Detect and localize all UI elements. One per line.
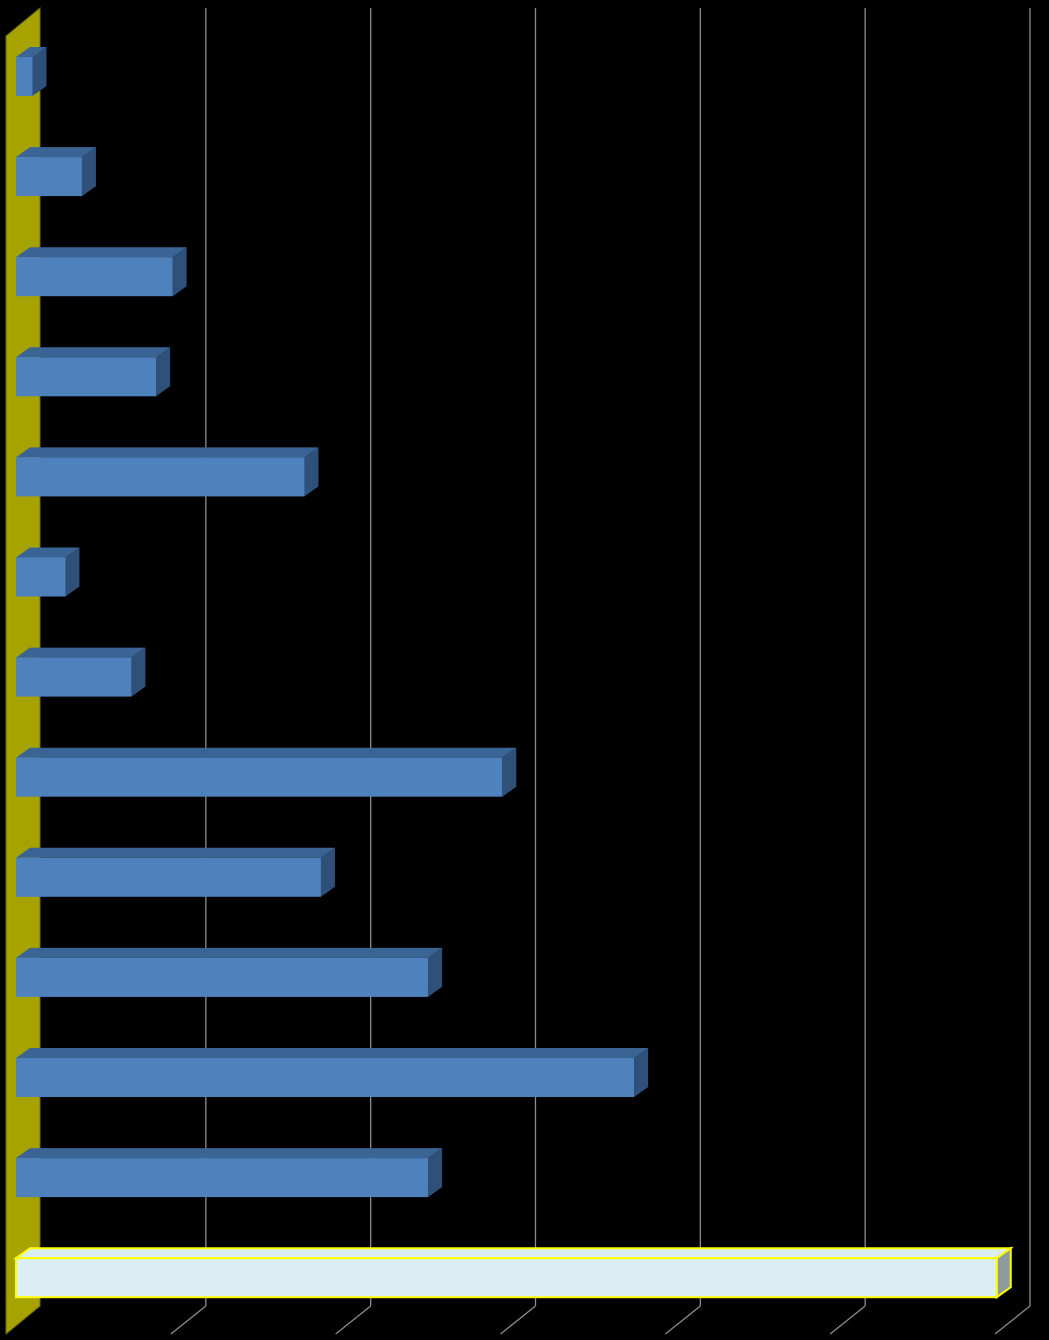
bar-side-face bbox=[995, 1246, 1012, 1300]
bar-top-face bbox=[16, 647, 146, 658]
bar-side-face bbox=[81, 147, 96, 197]
bar-front-face bbox=[16, 1158, 429, 1198]
bar bbox=[16, 447, 319, 497]
bar-side-face bbox=[172, 247, 187, 297]
bar-front-face bbox=[16, 657, 132, 697]
bar-top-face bbox=[16, 147, 96, 158]
bar-top-face bbox=[16, 47, 47, 57]
bar-side-face bbox=[304, 447, 319, 497]
bar-front-face bbox=[16, 157, 82, 197]
bar-front-face bbox=[16, 57, 33, 96]
gridline-floor bbox=[335, 1305, 372, 1335]
bar-side-face bbox=[634, 1048, 649, 1097]
bar bbox=[16, 1148, 443, 1198]
bar bbox=[16, 347, 171, 397]
bar-side-face bbox=[32, 47, 47, 96]
gridline-floor bbox=[829, 1305, 866, 1335]
bar-front-face bbox=[16, 1058, 635, 1097]
bar bbox=[16, 547, 80, 597]
bar-top-face bbox=[12, 1247, 1014, 1260]
bar bbox=[16, 747, 517, 797]
bar-side-face bbox=[156, 347, 171, 397]
bars bbox=[12, 47, 1014, 1300]
bar-top-face bbox=[16, 347, 171, 358]
bar bbox=[16, 847, 335, 897]
bar-side-face bbox=[428, 947, 443, 997]
bar-highlight bbox=[12, 1246, 1014, 1300]
bar-front-face bbox=[16, 757, 503, 797]
bar-side-face bbox=[502, 747, 517, 797]
bar-front-face bbox=[16, 357, 157, 397]
gridlines bbox=[170, 8, 1031, 1335]
bar-top-face bbox=[16, 547, 80, 558]
bar-front-face bbox=[16, 257, 173, 297]
bar-front-face bbox=[16, 957, 429, 997]
bar bbox=[16, 247, 187, 297]
bar-side-face bbox=[320, 847, 335, 897]
gridline-floor bbox=[664, 1305, 701, 1335]
bar bbox=[16, 147, 96, 197]
bar bbox=[16, 1048, 649, 1097]
bar-side-face bbox=[131, 647, 146, 697]
bar-top-face bbox=[16, 947, 443, 958]
bar bbox=[16, 47, 47, 96]
gridline-floor bbox=[994, 1305, 1031, 1335]
bar bbox=[16, 947, 443, 997]
bar-top-face bbox=[16, 847, 335, 858]
bar-front-face bbox=[16, 557, 66, 597]
bar-side-face bbox=[65, 547, 80, 597]
bar-top-face bbox=[16, 1148, 443, 1159]
gridline-floor bbox=[500, 1305, 536, 1335]
bar-top-face bbox=[16, 747, 517, 758]
bar bbox=[16, 647, 146, 697]
bar-top-face bbox=[16, 1048, 649, 1058]
bar-front-face bbox=[15, 1257, 998, 1299]
gridline-floor bbox=[170, 1305, 207, 1335]
bar-top-face bbox=[16, 447, 319, 458]
bar-front-face bbox=[16, 457, 305, 497]
bar-top-face bbox=[16, 247, 187, 258]
bar-side-face bbox=[428, 1148, 443, 1198]
bar-front-face bbox=[16, 857, 321, 897]
